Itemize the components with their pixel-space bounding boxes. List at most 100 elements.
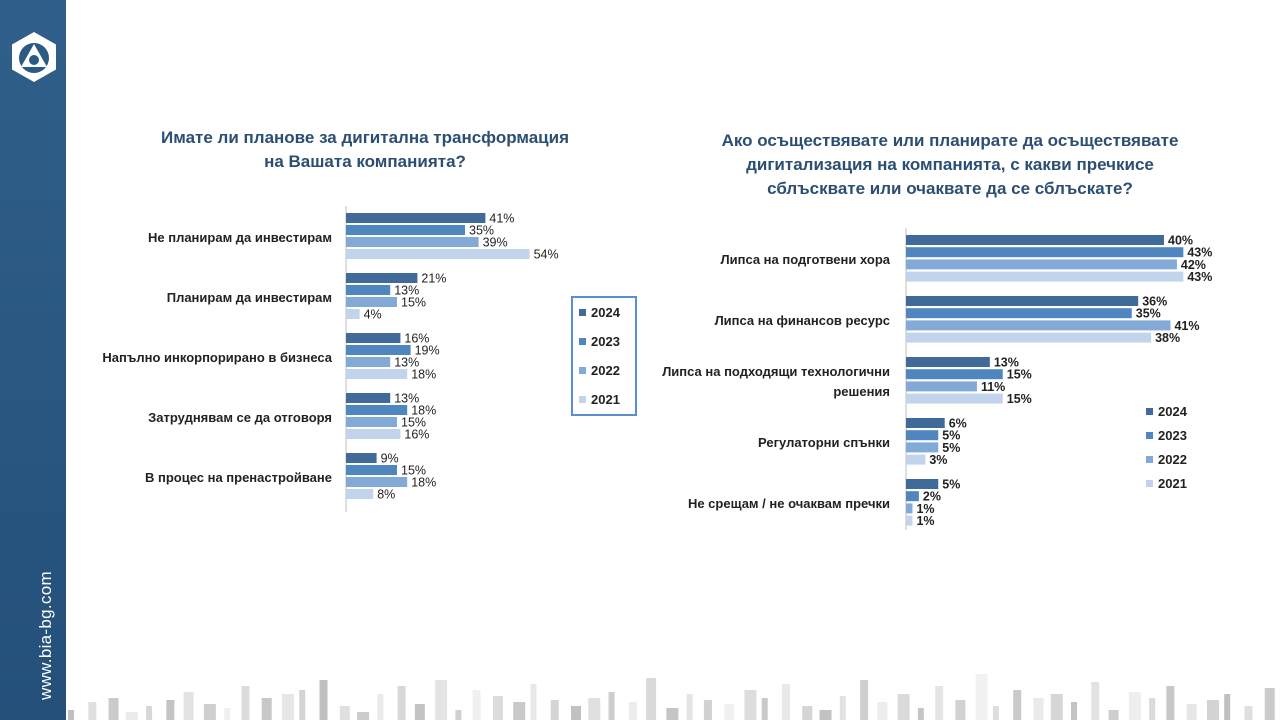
legend-swatch (1146, 431, 1153, 439)
legend-label: 2024 (1158, 403, 1187, 419)
chart1-title-line: Имате ли планове за дигитална трансформа… (161, 128, 569, 147)
data-label: 36% (1142, 295, 1167, 309)
skyline-bar (992, 706, 999, 720)
legend-swatch (579, 367, 586, 374)
chart1-title: Имате ли планове за дигитална трансформа… (120, 126, 610, 174)
data-label: 18% (411, 368, 436, 382)
data-label: 2% (923, 490, 941, 504)
legend-item-2023: 2023 (1146, 423, 1206, 447)
skyline-bar (492, 696, 503, 720)
skyline-bar (397, 686, 406, 720)
bar-2022 (346, 297, 397, 307)
chart1-title-line: на Вашата компанията? (264, 152, 466, 171)
skyline-bar (68, 710, 74, 720)
data-label: 13% (394, 284, 419, 298)
data-label: 15% (1007, 392, 1032, 406)
bar-2023 (346, 465, 397, 475)
skyline-bar (1013, 690, 1022, 720)
skyline-bar (224, 708, 231, 720)
legend-label: 2022 (1158, 451, 1187, 467)
skyline-bar (1128, 692, 1141, 720)
legend-item-2021: 2021 (1146, 471, 1206, 495)
data-label: 54% (534, 248, 559, 262)
skyline-bar (299, 690, 306, 720)
bar-2021 (906, 271, 1184, 282)
bar-2021 (346, 249, 530, 259)
legend-item-2022: 2022 (579, 356, 635, 385)
skyline-bar (703, 700, 712, 720)
chart2-title-line: Ако осъществявате или планирате да осъще… (721, 131, 1179, 150)
skyline-bar (839, 696, 846, 720)
bar-2023 (906, 430, 939, 441)
skyline-bar (724, 704, 735, 720)
skyline-decoration (68, 674, 1275, 720)
skyline-bar (744, 690, 757, 720)
skyline-bar (628, 702, 637, 720)
legend-label: 2022 (591, 363, 620, 378)
bar-2022 (906, 259, 1177, 270)
legend-swatch (1146, 479, 1153, 487)
skyline-bar (88, 702, 97, 720)
legend-label: 2023 (1158, 427, 1187, 443)
data-label: 41% (489, 212, 514, 226)
legend-item-2021: 2021 (579, 385, 635, 414)
bar-2022 (346, 477, 408, 487)
skyline-bar (802, 706, 813, 720)
data-label: 15% (401, 416, 426, 430)
skyline-bar (281, 694, 294, 720)
category-label: Затруднявам се да отговоря (148, 410, 332, 425)
data-label: 11% (981, 380, 1005, 394)
skyline-bar (761, 698, 768, 720)
data-label: 8% (377, 488, 395, 502)
bar-2023 (346, 285, 391, 295)
data-label: 16% (404, 428, 429, 442)
category-label: решения (833, 384, 890, 399)
category-label: Липса на подготвени хора (720, 252, 890, 267)
bar-2024 (346, 393, 391, 403)
bar-2024 (346, 273, 418, 283)
skyline-bar (455, 710, 462, 720)
bar-2021 (906, 332, 1152, 343)
legend-item-2024: 2024 (1146, 399, 1206, 423)
skyline-bar (183, 692, 194, 720)
skyline-bar (1224, 694, 1231, 720)
skyline-bar (1149, 698, 1156, 720)
bar-2024 (346, 213, 486, 223)
bar-2024 (906, 235, 1164, 245)
legend-item-2024: 2024 (579, 298, 635, 327)
data-label: 5% (942, 429, 960, 443)
legend-swatch (579, 338, 586, 345)
skyline-bar (1186, 704, 1197, 720)
skyline-bar (166, 700, 175, 720)
bar-2023 (906, 369, 1003, 380)
data-label: 15% (1007, 368, 1032, 382)
bar-2024 (906, 479, 939, 489)
bar-2023 (346, 345, 411, 355)
skyline-bar (1244, 706, 1253, 720)
bar-2024 (346, 333, 401, 343)
skyline-bar (588, 698, 601, 720)
skyline-bar (1033, 698, 1044, 720)
skyline-bar (1108, 710, 1119, 720)
data-label: 1% (916, 514, 934, 528)
skyline-bar (1206, 700, 1219, 720)
data-label: 4% (364, 308, 382, 322)
bar-2022 (906, 381, 977, 392)
data-label: 21% (421, 272, 446, 286)
skyline-bar (108, 698, 119, 720)
skyline-bar (261, 698, 272, 720)
bar-2023 (906, 247, 1184, 258)
skyline-bar (125, 712, 138, 720)
skyline-bar (472, 690, 481, 720)
skyline-bar (1050, 694, 1063, 720)
data-label: 15% (401, 296, 426, 310)
data-label: 39% (483, 236, 508, 250)
bar-2022 (346, 417, 397, 427)
sidebar: www.bia-bg.com (0, 0, 66, 720)
bar-2022 (906, 442, 939, 453)
category-label: Планирам да инвестирам (167, 290, 332, 305)
data-label: 35% (469, 224, 494, 238)
bar-2021 (346, 309, 360, 319)
